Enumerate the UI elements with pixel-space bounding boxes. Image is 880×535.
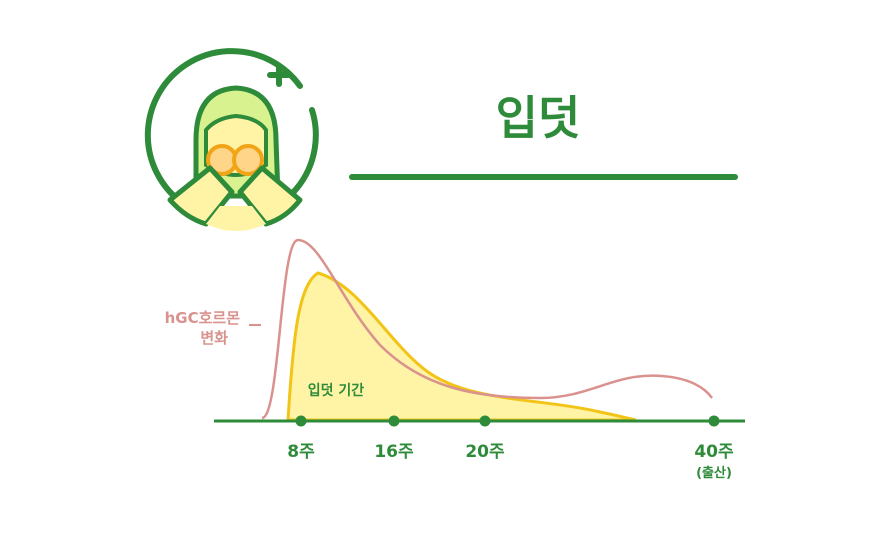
hcg-legend-label-line1: hGC호르몬 (165, 309, 241, 327)
x-tick-dot (708, 415, 720, 427)
x-tick-label: 40주 (694, 442, 734, 462)
x-tick-label: 20주 (465, 442, 505, 462)
nauseous-woman-icon (144, 48, 319, 231)
x-tick-label: 8주 (287, 442, 315, 462)
x-tick-dot (295, 415, 307, 427)
hcg-hormone-curve (261, 238, 714, 420)
page-title: 입덧 (496, 91, 581, 145)
x-axis-ticks: 8주 16주 20주 40주 (출산) (287, 415, 734, 481)
nausea-period-area (286, 271, 637, 422)
x-tick-dot (388, 415, 400, 427)
x-tick-dot (479, 415, 491, 427)
hcg-legend-label-line2: 변화 (200, 329, 228, 347)
plus-icon (267, 63, 291, 87)
nausea-period-label: 입덧 기간 (308, 382, 365, 399)
x-tick-sublabel: (출산) (696, 465, 732, 481)
x-tick-label: 16주 (374, 442, 414, 462)
